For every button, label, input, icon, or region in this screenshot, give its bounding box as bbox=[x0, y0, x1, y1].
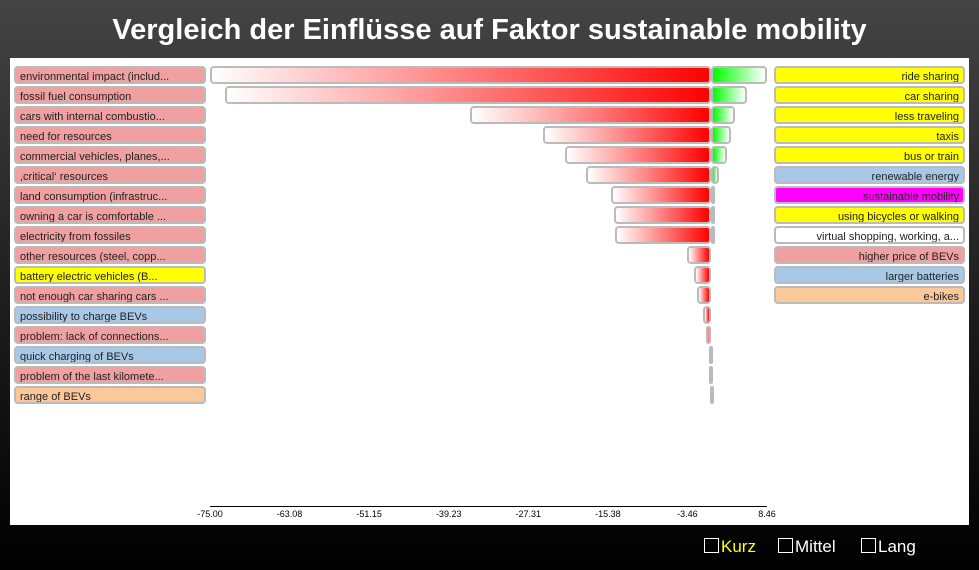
positive-bar[interactable] bbox=[710, 86, 748, 104]
negative-bar[interactable] bbox=[224, 86, 711, 104]
positive-bar[interactable] bbox=[710, 126, 731, 144]
negative-influence-label[interactable]: battery electric vehicles (B... bbox=[14, 266, 206, 284]
mittel-label: Mittel bbox=[795, 537, 836, 556]
positive-influence-label[interactable]: taxis bbox=[774, 126, 965, 144]
negative-bar[interactable] bbox=[708, 346, 713, 364]
negative-bar[interactable] bbox=[697, 286, 711, 304]
positive-bar[interactable] bbox=[710, 66, 767, 84]
x-tick-label: 8.46 bbox=[758, 509, 776, 519]
negative-bar[interactable] bbox=[686, 246, 711, 264]
legend-mittel[interactable]: Mittel bbox=[778, 537, 836, 557]
negative-bar[interactable] bbox=[469, 106, 711, 124]
negative-influence-label[interactable]: electricity from fossiles bbox=[14, 226, 206, 244]
positive-bar[interactable] bbox=[710, 146, 728, 164]
positive-influence-label[interactable]: higher price of BEVs bbox=[774, 246, 965, 264]
negative-bar[interactable] bbox=[693, 266, 711, 284]
kurz-label: Kurz bbox=[721, 537, 756, 556]
lang-checkbox[interactable] bbox=[861, 538, 876, 553]
x-tick-label: -63.08 bbox=[276, 509, 303, 519]
negative-bar[interactable] bbox=[709, 386, 714, 404]
negative-influence-label[interactable]: ,critical‘ resources bbox=[14, 166, 206, 184]
positive-influence-label[interactable]: larger batteries bbox=[774, 266, 965, 284]
negative-influence-label[interactable]: need for resources bbox=[14, 126, 206, 144]
chart-panel: environmental impact (includ... fossil fu… bbox=[10, 58, 969, 525]
negative-bar[interactable] bbox=[611, 186, 711, 204]
positive-influence-label[interactable]: e-bikes bbox=[774, 286, 965, 304]
negative-bar[interactable] bbox=[615, 226, 711, 244]
negative-influence-label[interactable]: quick charging of BEVs bbox=[14, 346, 206, 364]
kurz-checkbox[interactable] bbox=[704, 538, 719, 553]
negative-influence-label[interactable]: problem of the last kilomete... bbox=[14, 366, 206, 384]
negative-influence-label[interactable]: commercial vehicles, planes,... bbox=[14, 146, 206, 164]
negative-bar[interactable] bbox=[586, 166, 711, 184]
positive-influence-label[interactable]: virtual shopping, working, a... bbox=[774, 226, 965, 244]
positive-influence-label[interactable]: ride sharing bbox=[774, 66, 965, 84]
negative-influence-label[interactable]: cars with internal combustio... bbox=[14, 106, 206, 124]
negative-influence-label[interactable]: environmental impact (includ... bbox=[14, 66, 206, 84]
negative-influence-label[interactable]: owning a car is comfortable ... bbox=[14, 206, 206, 224]
positive-bar[interactable] bbox=[710, 106, 735, 124]
positive-bar[interactable] bbox=[710, 226, 715, 244]
x-tick-label: -75.00 bbox=[197, 509, 223, 519]
positive-influence-label[interactable]: renewable energy bbox=[774, 166, 965, 184]
negative-bar[interactable] bbox=[703, 306, 711, 324]
mittel-checkbox[interactable] bbox=[778, 538, 793, 553]
x-tick-label: -3.46 bbox=[677, 509, 698, 519]
negative-bar[interactable] bbox=[210, 66, 711, 84]
negative-bar[interactable] bbox=[613, 206, 711, 224]
chart-title: Vergleich der Einflüsse auf Faktor susta… bbox=[112, 14, 867, 46]
positive-influence-label[interactable]: car sharing bbox=[774, 86, 965, 104]
x-tick-label: -39.23 bbox=[435, 509, 462, 519]
positive-bar[interactable] bbox=[710, 206, 715, 224]
negative-bar[interactable] bbox=[708, 366, 713, 384]
negative-influence-label[interactable]: problem: lack of connections... bbox=[14, 326, 206, 344]
legend-lang[interactable]: Lang bbox=[861, 537, 916, 557]
positive-bar[interactable] bbox=[710, 166, 720, 184]
negative-bar[interactable] bbox=[543, 126, 711, 144]
negative-influence-label[interactable]: range of BEVs bbox=[14, 386, 206, 404]
x-axis-line bbox=[210, 506, 767, 507]
negative-influence-label[interactable]: not enough car sharing cars ... bbox=[14, 286, 206, 304]
positive-bar[interactable] bbox=[710, 186, 716, 204]
legend-kurz[interactable]: Kurz bbox=[704, 537, 756, 557]
x-tick-label: -15.38 bbox=[595, 509, 621, 519]
positive-influence-label[interactable]: using bicycles or walking bbox=[774, 206, 965, 224]
negative-bar[interactable] bbox=[705, 326, 711, 344]
positive-influence-label[interactable]: bus or train bbox=[774, 146, 965, 164]
positive-influence-label[interactable]: sustainable mobility bbox=[774, 186, 965, 204]
negative-influence-label[interactable]: fossil fuel consumption bbox=[14, 86, 206, 104]
negative-bar[interactable] bbox=[565, 146, 711, 164]
positive-influence-label[interactable]: less traveling bbox=[774, 106, 965, 124]
negative-influence-label[interactable]: possibility to charge BEVs bbox=[14, 306, 206, 324]
negative-influence-label[interactable]: land consumption (infrastruc... bbox=[14, 186, 206, 204]
x-tick-label: -27.31 bbox=[515, 509, 542, 519]
x-tick-label: -51.15 bbox=[356, 509, 382, 519]
negative-influence-label[interactable]: other resources (steel, copp... bbox=[14, 246, 206, 264]
lang-label: Lang bbox=[878, 537, 916, 556]
